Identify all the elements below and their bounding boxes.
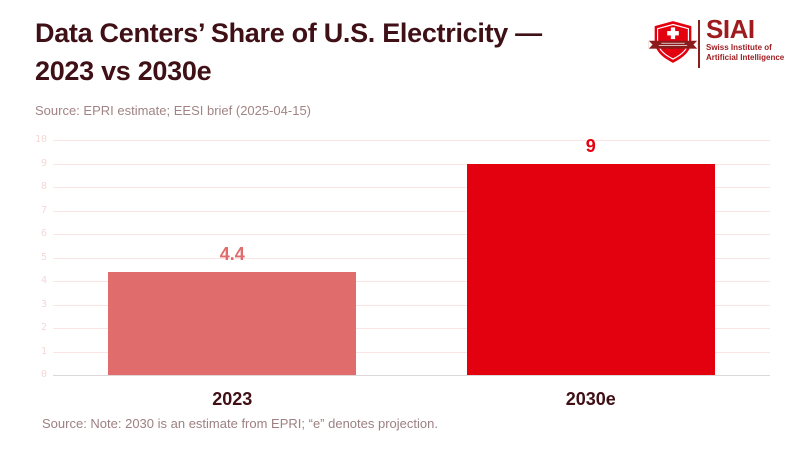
logo-brand: SIAI xyxy=(706,14,755,44)
page-title-line-2: 2023 vs 2030e xyxy=(35,56,212,86)
siai-logo: SIAI Swiss Institute of Artificial Intel… xyxy=(648,14,788,72)
gridline-3 xyxy=(53,304,770,306)
logo-subtitle-line-1: Swiss Institute of xyxy=(706,43,772,52)
plot-area: 0 1 2 3 4 5 6 7 8 9 10 4.4 2023 9 2030e xyxy=(35,134,770,409)
y-tick-label-0: 0 xyxy=(40,369,47,380)
gridline-4 xyxy=(53,281,770,282)
footer-note: Source: Note: 2030 is an estimate from E… xyxy=(42,416,438,431)
y-tick-label-8: 8 xyxy=(40,181,47,192)
y-tick-label-3: 3 xyxy=(40,298,47,310)
gridline-9 xyxy=(53,163,770,165)
y-tick-label-2: 2 xyxy=(40,322,47,333)
y-tick-label-9: 9 xyxy=(40,157,47,169)
x-tick-label-2023: 2023 xyxy=(212,389,253,409)
bar-2023[interactable] xyxy=(108,271,357,375)
y-tick-label-1: 1 xyxy=(40,345,47,357)
gridline-5 xyxy=(53,257,770,259)
bar-2030e[interactable] xyxy=(466,163,715,375)
page-title: Data Centers’ Share of U.S. Electricity … xyxy=(35,14,542,90)
gridline-6 xyxy=(53,234,770,235)
gridline-7 xyxy=(53,210,770,212)
x-tick-label-2030e: 2030e xyxy=(565,389,616,409)
y-tick-label-5: 5 xyxy=(40,251,47,263)
bar-value-label-2030e: 9 xyxy=(585,135,596,156)
y-tick-label-10: 10 xyxy=(34,134,47,145)
gridline-1 xyxy=(53,351,770,353)
bar-value-label-2023: 4.4 xyxy=(219,243,245,264)
y-tick-label-7: 7 xyxy=(40,204,47,216)
logo-text: SIAI Swiss Institute of Artificial Intel… xyxy=(706,15,784,62)
page-title-line-1: Data Centers’ Share of U.S. Electricity … xyxy=(35,18,542,48)
source-text: Source: EPRI estimate; EESI brief (2025-… xyxy=(35,103,312,118)
gridline-0 xyxy=(53,375,770,376)
y-tick-label-4: 4 xyxy=(40,275,47,286)
gridline-2 xyxy=(53,328,770,329)
gridline-10 xyxy=(53,140,770,141)
gridline-8 xyxy=(53,187,770,188)
logo-divider xyxy=(698,20,700,68)
logo-subtitle-line-2: Artificial Intelligence xyxy=(706,52,785,62)
y-tick-label-6: 6 xyxy=(40,228,47,239)
